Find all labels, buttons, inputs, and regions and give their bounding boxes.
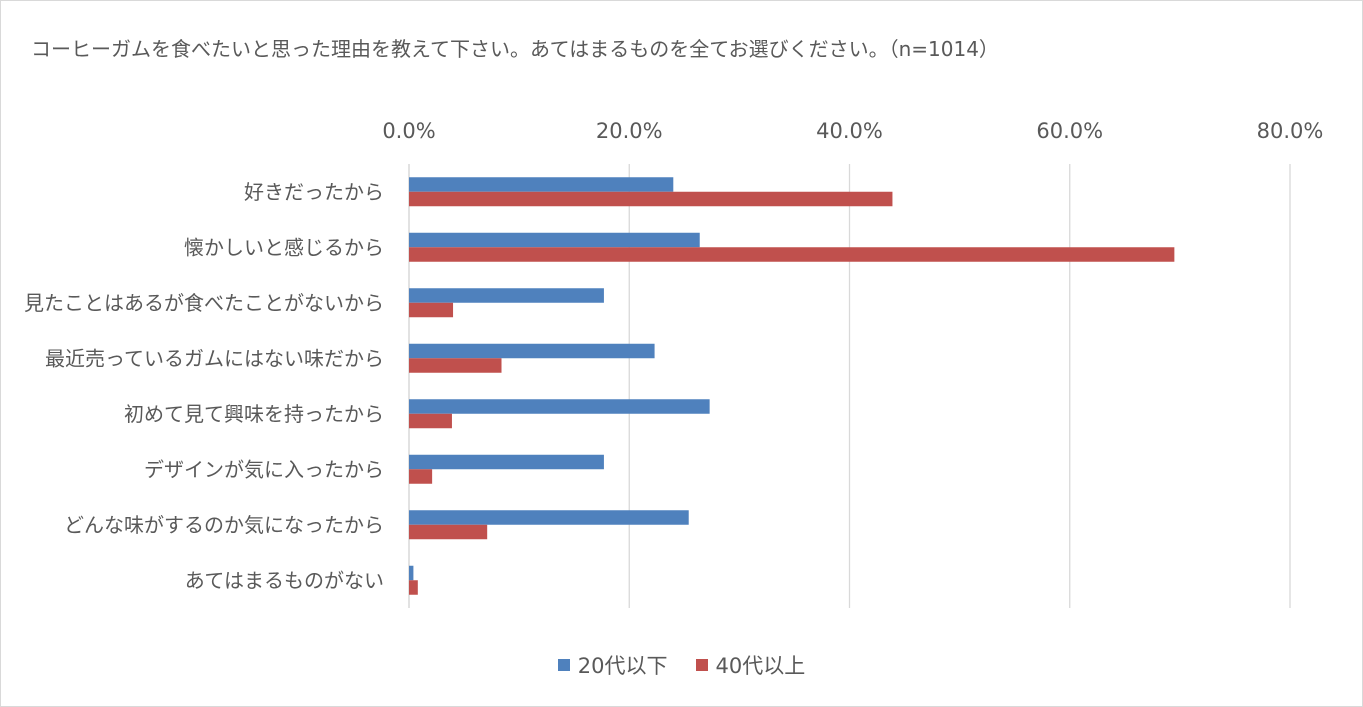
bar-series-1 <box>409 343 655 359</box>
category-label: 初めて見て興味を持ったから <box>124 402 384 426</box>
category-label: デザインが気に入ったから <box>144 457 384 481</box>
category-label: 懐かしいと感じるから <box>184 235 384 259</box>
x-tick-label: 20.0% <box>596 119 663 143</box>
bar-series-2 <box>409 469 433 484</box>
bar-series-2 <box>409 302 454 318</box>
bar-series-1 <box>409 177 674 192</box>
legend-label-series-2: 40代以上 <box>715 654 806 678</box>
x-tick-label: 80.0% <box>1257 119 1324 143</box>
bar-series-1 <box>409 288 604 303</box>
bar-series-2 <box>409 247 1175 262</box>
category-label: 最近売っているガムにはない味だから <box>45 346 384 370</box>
legend-swatch-series-2 <box>695 659 708 671</box>
x-tick-label: 40.0% <box>816 119 883 143</box>
legend-item-series-2: 40代以上 <box>695 650 806 680</box>
category-label: あてはまるものがない <box>185 568 384 592</box>
bar-series-2 <box>409 580 418 595</box>
bar-series-2 <box>409 413 452 429</box>
bar-series-1 <box>409 510 689 525</box>
legend-swatch-series-1 <box>557 659 570 671</box>
bar-series-1 <box>409 399 710 414</box>
x-tick-label: 60.0% <box>1036 119 1103 143</box>
bar-series-1 <box>409 454 604 470</box>
category-label: 好きだったから <box>244 180 384 204</box>
legend-item-series-1: 20代以下 <box>557 650 668 680</box>
bar-series-2 <box>409 191 893 207</box>
bar-series-1 <box>409 232 700 248</box>
category-label: 見たことはあるが食べたことがないから <box>24 291 384 315</box>
bar-series-1 <box>409 565 414 581</box>
legend-label-series-1: 20代以下 <box>577 654 668 678</box>
category-label: どんな味がするのか気になったから <box>64 513 384 537</box>
x-tick-label: 0.0% <box>382 119 435 143</box>
legend: 20代以下 40代以上 <box>0 650 1363 680</box>
chart-title: コーヒーガムを食べたいと思った理由を教えて下さい。あてはまるものを全てお選びくだ… <box>31 37 999 61</box>
bar-series-2 <box>409 524 488 540</box>
bar-series-2 <box>409 358 502 373</box>
